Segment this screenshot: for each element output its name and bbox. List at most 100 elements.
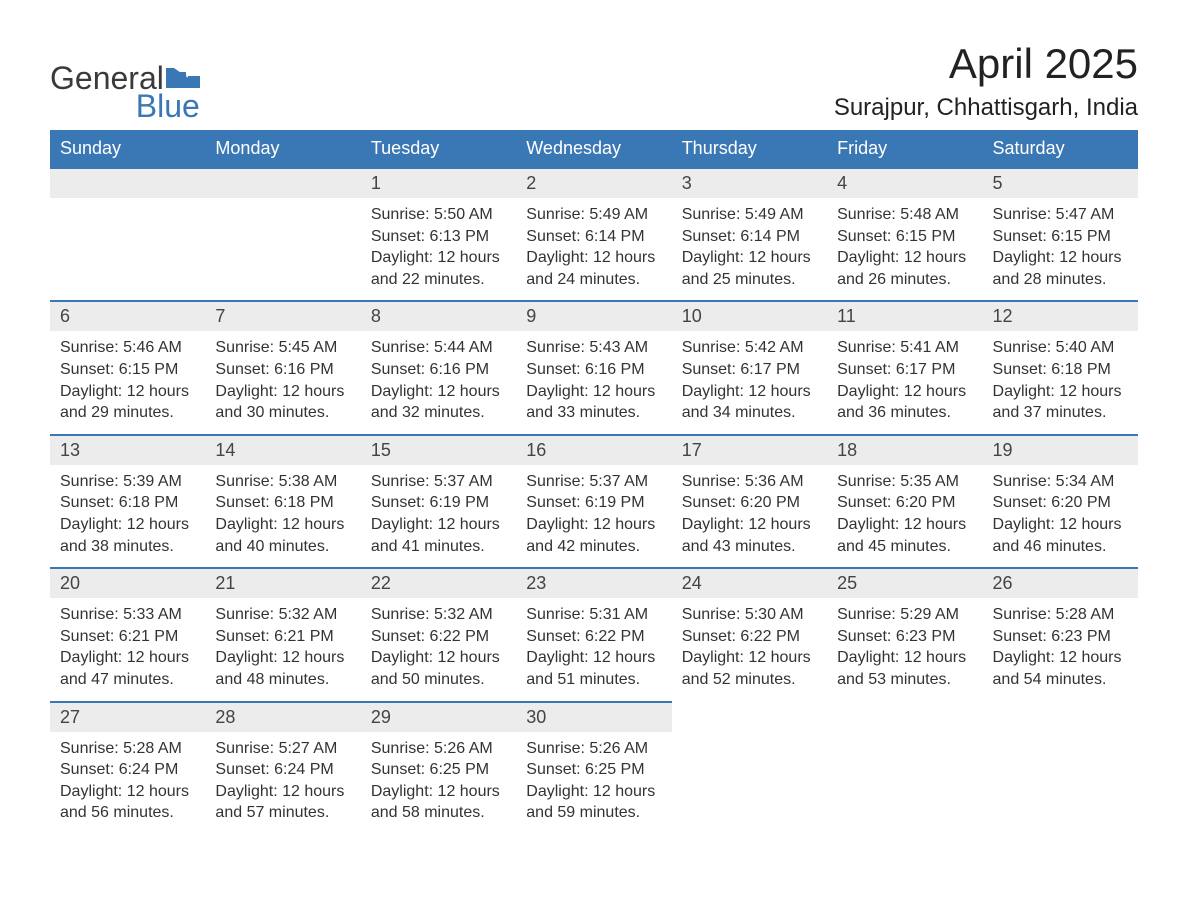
daylight-line1: Daylight: 12 hours — [215, 647, 350, 669]
sunrise-line: Sunrise: 5:36 AM — [682, 471, 817, 493]
day-number-cell: 19 — [983, 435, 1138, 465]
sunrise-line: Sunrise: 5:26 AM — [371, 738, 506, 760]
day-content-cell: Sunrise: 5:37 AMSunset: 6:19 PMDaylight:… — [361, 465, 516, 568]
day-number-cell: 26 — [983, 568, 1138, 598]
sunrise-line: Sunrise: 5:49 AM — [526, 204, 661, 226]
daylight-line2: and 45 minutes. — [837, 536, 972, 558]
day-number-cell: 20 — [50, 568, 205, 598]
daylight-line1: Daylight: 12 hours — [371, 381, 506, 403]
sunrise-line: Sunrise: 5:35 AM — [837, 471, 972, 493]
daylight-line2: and 43 minutes. — [682, 536, 817, 558]
sunset-line: Sunset: 6:17 PM — [837, 359, 972, 381]
day-content-cell: Sunrise: 5:37 AMSunset: 6:19 PMDaylight:… — [516, 465, 671, 568]
sunrise-line: Sunrise: 5:31 AM — [526, 604, 661, 626]
weekday-header: Tuesday — [361, 130, 516, 168]
logo: General Blue — [50, 40, 200, 122]
daylight-line1: Daylight: 12 hours — [60, 647, 195, 669]
daylight-line2: and 22 minutes. — [371, 269, 506, 291]
daylight-line2: and 34 minutes. — [682, 402, 817, 424]
daylight-line1: Daylight: 12 hours — [371, 781, 506, 803]
sunrise-line: Sunrise: 5:29 AM — [837, 604, 972, 626]
daylight-line1: Daylight: 12 hours — [993, 247, 1128, 269]
day-content-cell: Sunrise: 5:43 AMSunset: 6:16 PMDaylight:… — [516, 331, 671, 434]
sunset-line: Sunset: 6:21 PM — [215, 626, 350, 648]
day-content-cell: Sunrise: 5:34 AMSunset: 6:20 PMDaylight:… — [983, 465, 1138, 568]
day-content-cell: Sunrise: 5:49 AMSunset: 6:14 PMDaylight:… — [516, 198, 671, 301]
daynum-row: 13141516171819 — [50, 435, 1138, 465]
weekday-header: Sunday — [50, 130, 205, 168]
daylight-line1: Daylight: 12 hours — [371, 647, 506, 669]
day-number-cell: 15 — [361, 435, 516, 465]
sunrise-line: Sunrise: 5:47 AM — [993, 204, 1128, 226]
daylight-line1: Daylight: 12 hours — [682, 514, 817, 536]
day-number-cell: 27 — [50, 702, 205, 732]
day-number-cell: 17 — [672, 435, 827, 465]
sunset-line: Sunset: 6:20 PM — [837, 492, 972, 514]
day-content-cell: Sunrise: 5:48 AMSunset: 6:15 PMDaylight:… — [827, 198, 982, 301]
daylight-line1: Daylight: 12 hours — [526, 247, 661, 269]
sunrise-line: Sunrise: 5:50 AM — [371, 204, 506, 226]
sunrise-line: Sunrise: 5:48 AM — [837, 204, 972, 226]
day-number-cell: 29 — [361, 702, 516, 732]
daylight-line2: and 37 minutes. — [993, 402, 1128, 424]
daylight-line1: Daylight: 12 hours — [215, 781, 350, 803]
sunset-line: Sunset: 6:15 PM — [60, 359, 195, 381]
daylight-line1: Daylight: 12 hours — [526, 647, 661, 669]
calendar-table: Sunday Monday Tuesday Wednesday Thursday… — [50, 130, 1138, 834]
day-content-cell: Sunrise: 5:31 AMSunset: 6:22 PMDaylight:… — [516, 598, 671, 701]
location: Surajpur, Chhattisgarh, India — [834, 94, 1138, 122]
sunrise-line: Sunrise: 5:45 AM — [215, 337, 350, 359]
daylight-line2: and 50 minutes. — [371, 669, 506, 691]
day-number-cell: 4 — [827, 168, 982, 198]
daynum-row: 20212223242526 — [50, 568, 1138, 598]
day-number-cell: 14 — [205, 435, 360, 465]
day-content-cell: Sunrise: 5:44 AMSunset: 6:16 PMDaylight:… — [361, 331, 516, 434]
day-number-cell: 8 — [361, 301, 516, 331]
daylight-line2: and 59 minutes. — [526, 802, 661, 824]
day-number-cell: 16 — [516, 435, 671, 465]
sunrise-line: Sunrise: 5:40 AM — [993, 337, 1128, 359]
day-content-cell — [983, 732, 1138, 834]
sunset-line: Sunset: 6:19 PM — [526, 492, 661, 514]
sunset-line: Sunset: 6:16 PM — [371, 359, 506, 381]
daynum-row: 12345 — [50, 168, 1138, 198]
sunset-line: Sunset: 6:23 PM — [993, 626, 1128, 648]
weekday-header-row: Sunday Monday Tuesday Wednesday Thursday… — [50, 130, 1138, 168]
daylight-line2: and 40 minutes. — [215, 536, 350, 558]
sunrise-line: Sunrise: 5:46 AM — [60, 337, 195, 359]
daylight-line1: Daylight: 12 hours — [993, 381, 1128, 403]
sunrise-line: Sunrise: 5:26 AM — [526, 738, 661, 760]
daylight-line2: and 30 minutes. — [215, 402, 350, 424]
day-content-cell: Sunrise: 5:45 AMSunset: 6:16 PMDaylight:… — [205, 331, 360, 434]
sunrise-line: Sunrise: 5:42 AM — [682, 337, 817, 359]
daylight-line1: Daylight: 12 hours — [993, 514, 1128, 536]
daylight-line1: Daylight: 12 hours — [526, 514, 661, 536]
daylight-line2: and 57 minutes. — [215, 802, 350, 824]
content-row: Sunrise: 5:28 AMSunset: 6:24 PMDaylight:… — [50, 732, 1138, 834]
day-number-cell: 10 — [672, 301, 827, 331]
daylight-line1: Daylight: 12 hours — [682, 381, 817, 403]
day-content-cell: Sunrise: 5:27 AMSunset: 6:24 PMDaylight:… — [205, 732, 360, 834]
sunrise-line: Sunrise: 5:33 AM — [60, 604, 195, 626]
daylight-line2: and 25 minutes. — [682, 269, 817, 291]
day-content-cell: Sunrise: 5:26 AMSunset: 6:25 PMDaylight:… — [516, 732, 671, 834]
day-content-cell: Sunrise: 5:42 AMSunset: 6:17 PMDaylight:… — [672, 331, 827, 434]
sunrise-line: Sunrise: 5:39 AM — [60, 471, 195, 493]
day-content-cell — [827, 732, 982, 834]
content-row: Sunrise: 5:50 AMSunset: 6:13 PMDaylight:… — [50, 198, 1138, 301]
day-content-cell: Sunrise: 5:32 AMSunset: 6:21 PMDaylight:… — [205, 598, 360, 701]
sunrise-line: Sunrise: 5:49 AM — [682, 204, 817, 226]
daylight-line2: and 47 minutes. — [60, 669, 195, 691]
content-row: Sunrise: 5:39 AMSunset: 6:18 PMDaylight:… — [50, 465, 1138, 568]
day-content-cell: Sunrise: 5:49 AMSunset: 6:14 PMDaylight:… — [672, 198, 827, 301]
day-number-cell: 22 — [361, 568, 516, 598]
sunset-line: Sunset: 6:19 PM — [371, 492, 506, 514]
day-content-cell: Sunrise: 5:26 AMSunset: 6:25 PMDaylight:… — [361, 732, 516, 834]
daylight-line2: and 29 minutes. — [60, 402, 195, 424]
sunrise-line: Sunrise: 5:32 AM — [371, 604, 506, 626]
daylight-line1: Daylight: 12 hours — [682, 247, 817, 269]
daylight-line1: Daylight: 12 hours — [993, 647, 1128, 669]
daylight-line2: and 24 minutes. — [526, 269, 661, 291]
daylight-line1: Daylight: 12 hours — [60, 781, 195, 803]
sunrise-line: Sunrise: 5:43 AM — [526, 337, 661, 359]
